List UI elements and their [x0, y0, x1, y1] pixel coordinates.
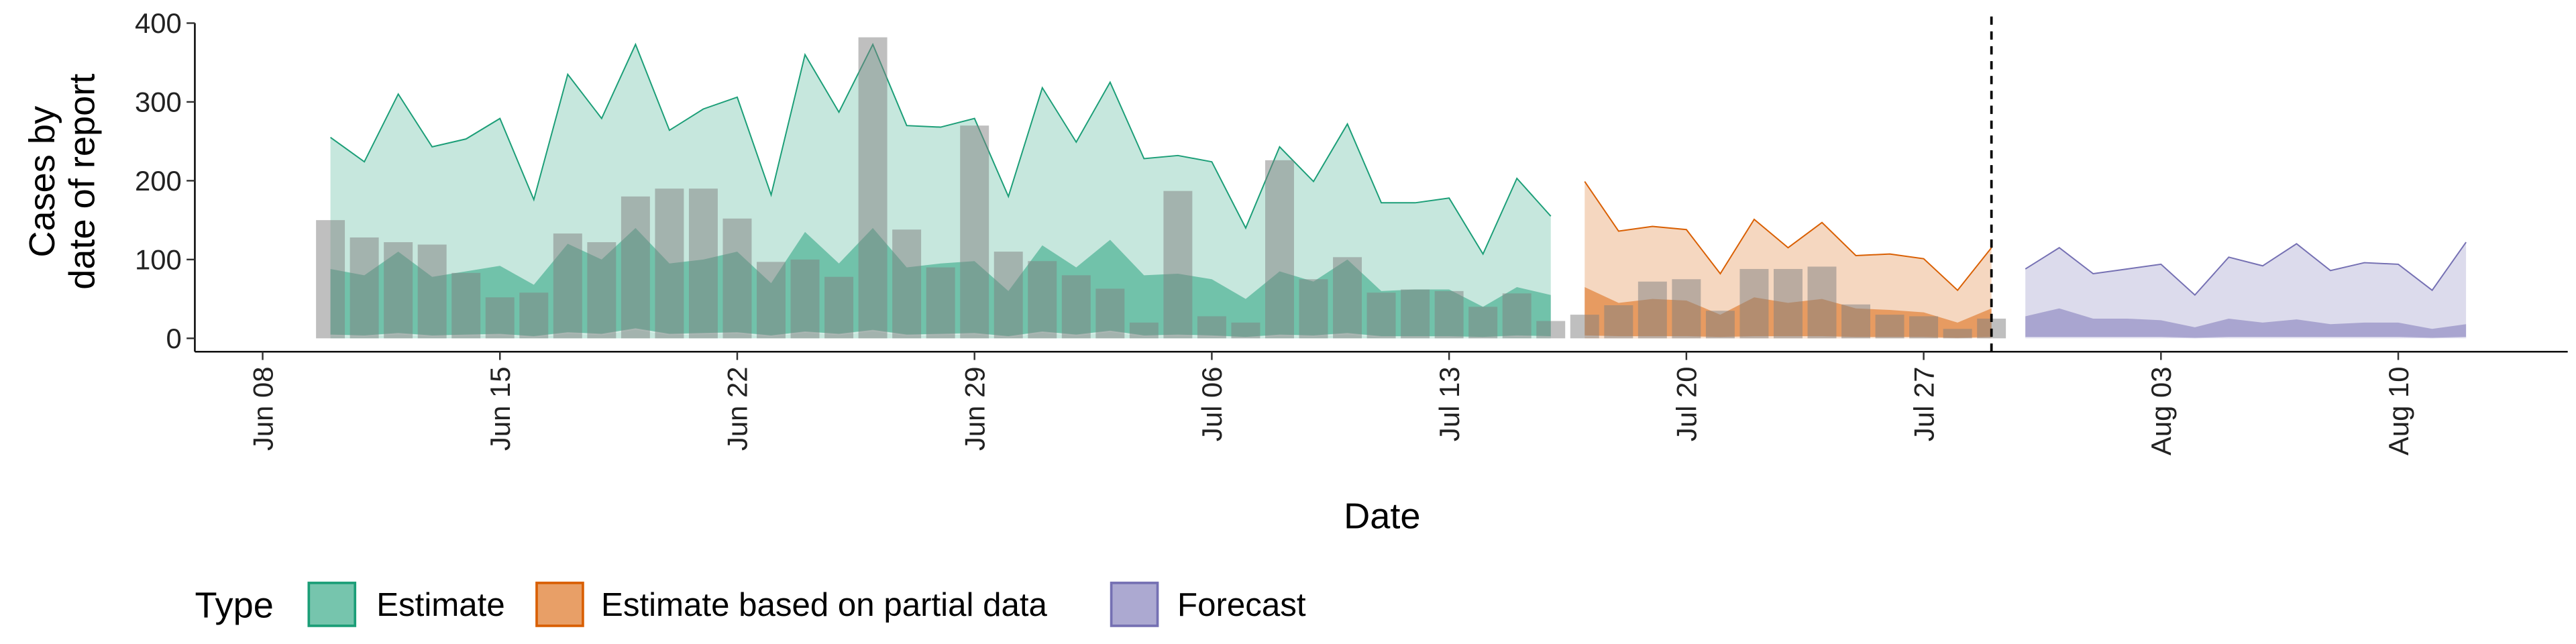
bar [655, 189, 684, 339]
legend-key [307, 582, 357, 627]
bar [1705, 311, 1735, 339]
bar [1773, 268, 1803, 339]
bar [621, 196, 650, 339]
x-tick-label: Jul 13 [1434, 366, 1465, 441]
bar [1028, 261, 1057, 339]
x-tick-label: Aug 03 [2145, 366, 2177, 455]
legend-key [535, 582, 584, 627]
bar [1672, 279, 1701, 339]
y-axis-title: Cases by [22, 106, 62, 258]
bar [1570, 315, 1599, 339]
bar [553, 233, 582, 339]
upper-line [2025, 241, 2467, 297]
x-axis-title: Date [1344, 496, 1420, 537]
bar [1265, 160, 1294, 339]
x-tick-label: Jun 29 [959, 366, 990, 451]
bar [688, 189, 718, 339]
y-tick-label: 300 [135, 87, 182, 118]
bar [1434, 290, 1464, 339]
bar [1638, 281, 1667, 339]
bar [1061, 275, 1091, 339]
x-tick-label: Jun 15 [484, 366, 516, 451]
bar [451, 272, 481, 339]
bar [1536, 321, 1566, 339]
bar [994, 252, 1023, 339]
outer-band [2025, 242, 2467, 339]
bar [824, 276, 854, 339]
bar [519, 292, 549, 339]
bar [1909, 316, 1939, 339]
legend-label: Estimate based on partial data [601, 586, 1047, 623]
x-tick-label: Jul 06 [1196, 366, 1228, 441]
bar [316, 220, 345, 339]
bar [1943, 329, 1972, 339]
bar [1875, 315, 1904, 339]
bar [1333, 257, 1362, 339]
x-tick-label: Aug 10 [2383, 366, 2414, 455]
y-tick-label: 200 [135, 165, 182, 197]
x-tick-label: Jun 08 [247, 366, 278, 451]
bar [1739, 268, 1769, 339]
bar [1502, 293, 1532, 339]
legend-title: Type [195, 586, 273, 626]
y-axis-title: date of report [62, 74, 102, 290]
x-tick-label: Jul 27 [1908, 366, 1939, 441]
bar [350, 237, 379, 339]
bar [1197, 316, 1226, 339]
inner-band [2025, 308, 2467, 339]
legend-key [1110, 582, 1159, 627]
y-tick-label: 400 [135, 7, 182, 39]
bar [960, 125, 989, 339]
bar [1129, 322, 1159, 339]
bar [417, 244, 447, 339]
bar [858, 37, 888, 339]
bar [757, 262, 786, 339]
legend-label: Estimate [376, 586, 504, 623]
bar [1299, 279, 1328, 339]
bar [485, 297, 515, 339]
x-tick-label: Jul 20 [1671, 366, 1703, 441]
bar [1468, 307, 1498, 339]
x-tick-label: Jun 22 [722, 366, 753, 451]
bar [1841, 304, 1870, 339]
bar [1807, 266, 1837, 339]
bar [587, 242, 616, 339]
y-tick-label: 100 [135, 244, 182, 276]
bar [1401, 289, 1430, 339]
upper-line [1584, 181, 1992, 292]
bar [1163, 191, 1193, 339]
bar [1366, 292, 1396, 339]
bar [1095, 288, 1125, 339]
legend-label: Forecast [1177, 586, 1306, 623]
bar [722, 218, 752, 339]
bar [926, 267, 955, 339]
bar [1231, 322, 1260, 339]
bar [892, 229, 922, 339]
y-tick-label: 0 [166, 323, 182, 354]
bar [1604, 305, 1633, 339]
upper-line [330, 42, 1552, 256]
lower-line [2025, 337, 2467, 339]
bar [790, 259, 820, 339]
bar [384, 242, 413, 339]
